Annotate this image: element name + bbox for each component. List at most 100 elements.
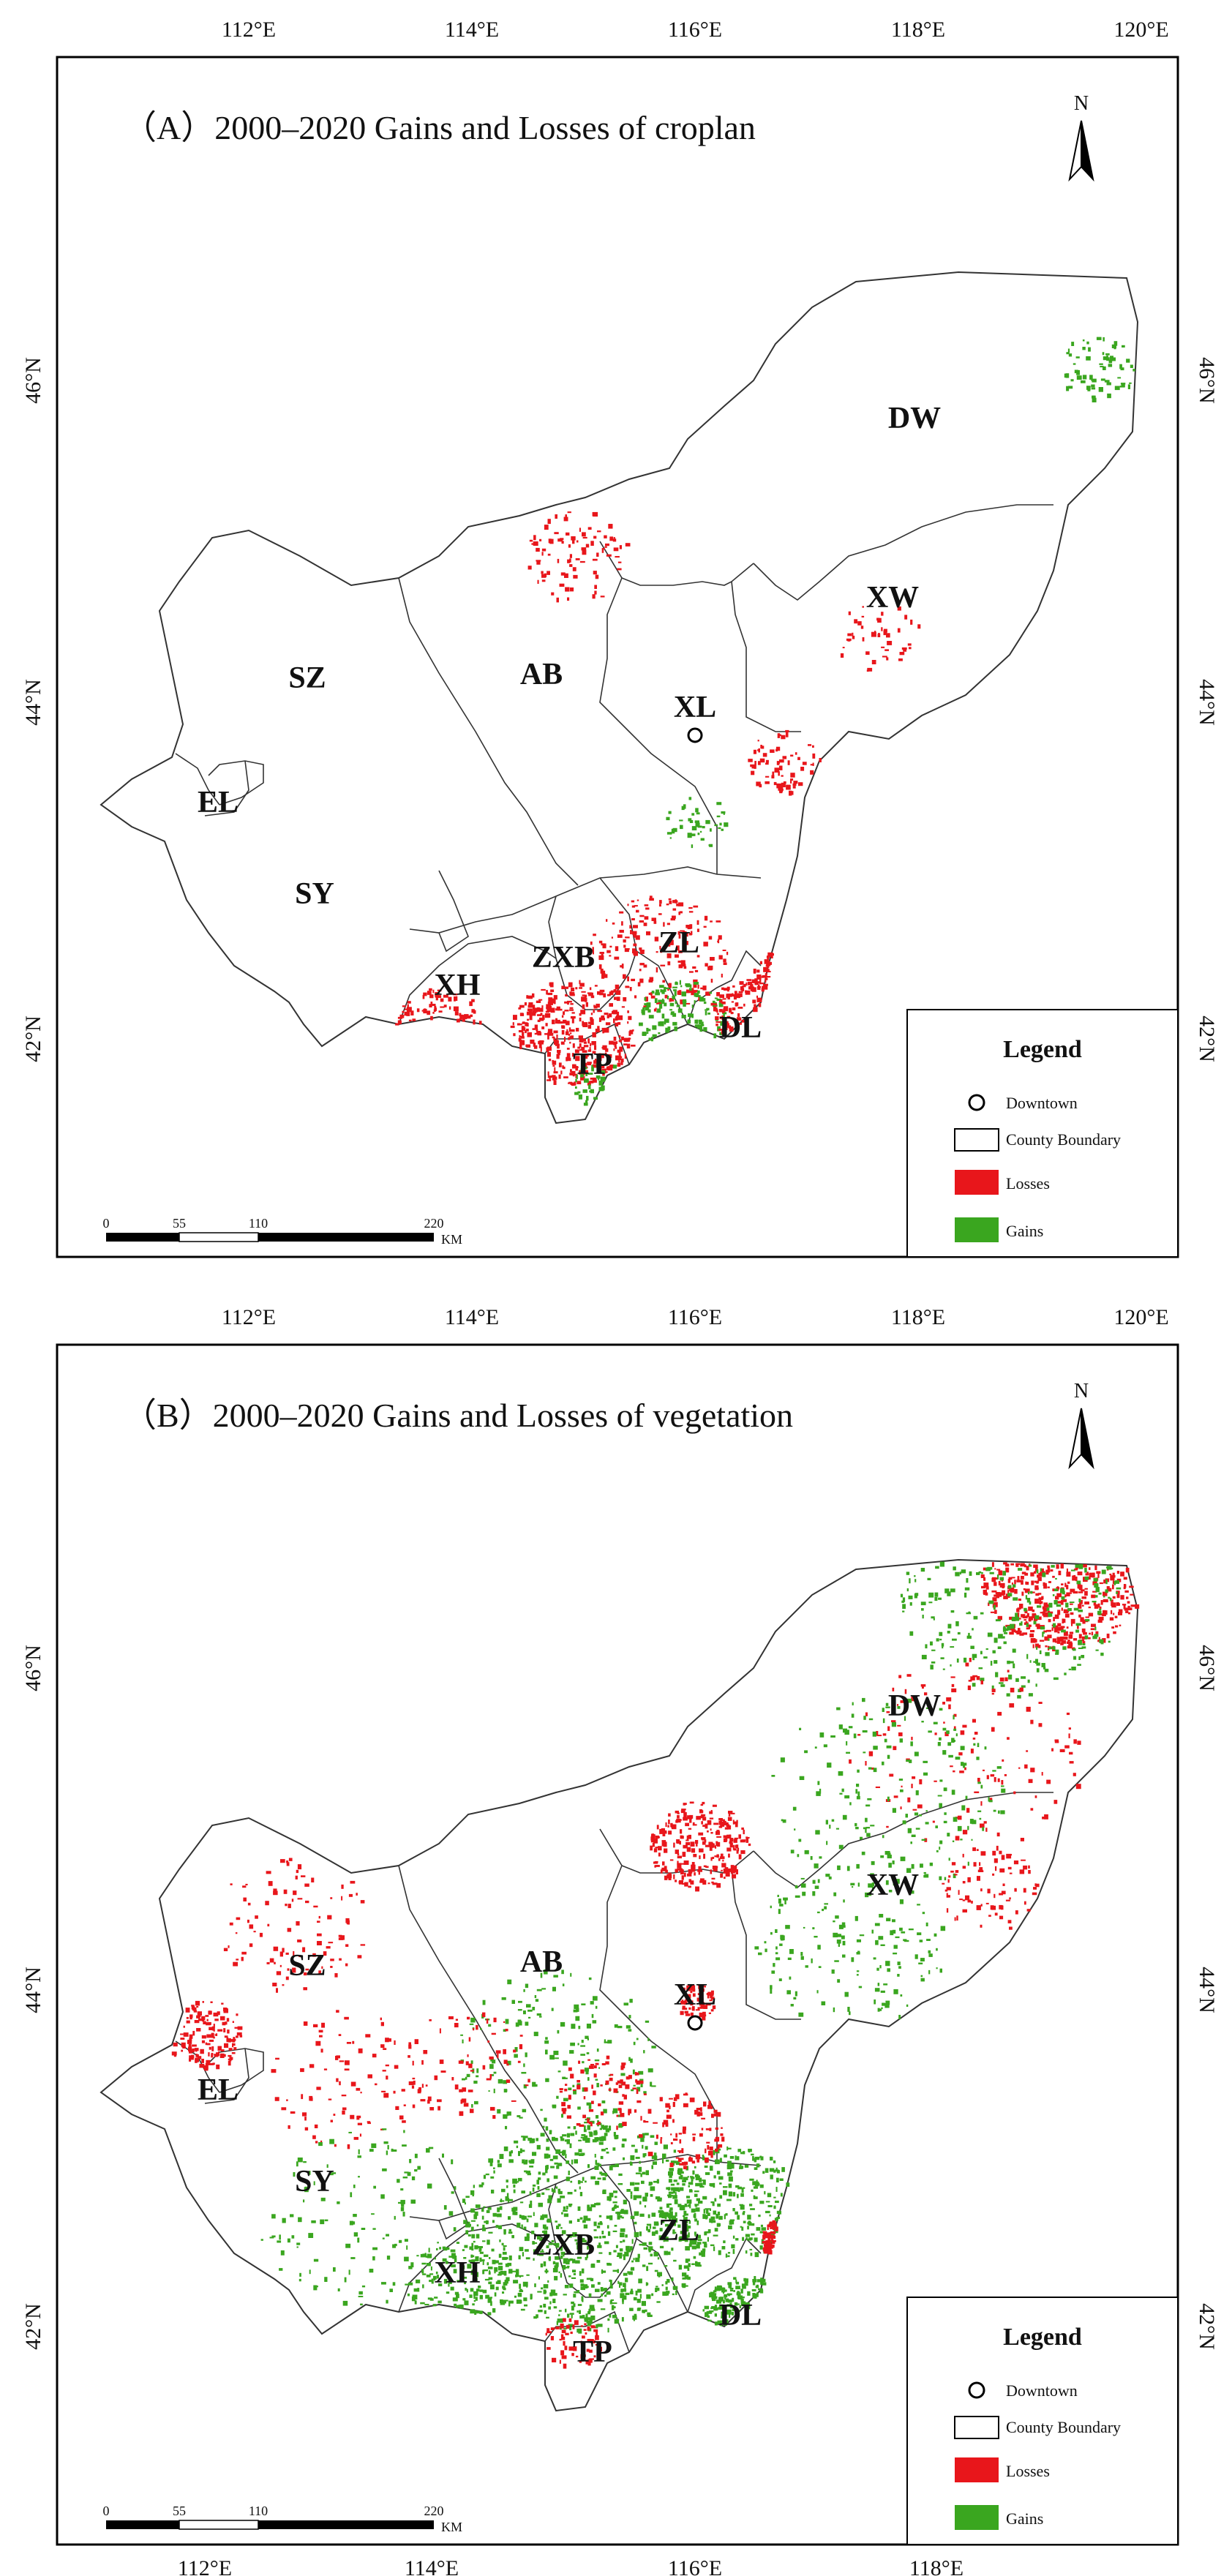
loss-pixel [582, 2354, 586, 2357]
gain-pixel [573, 2009, 578, 2013]
loss-pixel [712, 1804, 717, 1807]
gain-pixel [538, 2276, 540, 2280]
gain-pixel [729, 2156, 735, 2159]
loss-pixel [408, 2081, 414, 2086]
loss-pixel [660, 2138, 662, 2144]
loss-pixel [1079, 1600, 1083, 1604]
gain-pixel [678, 2171, 682, 2175]
gain-pixel [566, 2160, 570, 2164]
loss-pixel [705, 2128, 710, 2130]
loss-pixel [582, 1038, 586, 1042]
gain-pixel [519, 2117, 523, 2119]
gain-pixel [519, 2288, 522, 2292]
gain-pixel [909, 1760, 912, 1763]
gain-pixel [392, 2244, 397, 2248]
loss-pixel [697, 2007, 700, 2010]
gain-pixel [814, 1936, 818, 1938]
loss-pixel [1114, 1615, 1118, 1618]
loss-pixel [570, 1016, 576, 1019]
loss-pixel [232, 2021, 234, 2023]
gain-pixel [560, 2255, 563, 2259]
loss-pixel [619, 911, 624, 914]
loss-pixel [741, 1827, 744, 1830]
gain-pixel [544, 2214, 548, 2218]
loss-pixel [318, 2029, 323, 2033]
gain-pixel [950, 1646, 955, 1648]
loss-pixel [1055, 1625, 1059, 1630]
loss-pixel [607, 1067, 613, 1071]
loss-pixel [302, 1947, 306, 1953]
gain-pixel [775, 1957, 781, 1961]
loss-pixel [276, 1988, 278, 1993]
gain-pixel [713, 2234, 718, 2237]
loss-pixel [610, 990, 614, 993]
gain-pixel [524, 2237, 530, 2242]
loss-pixel [539, 538, 542, 541]
gain-pixel [1127, 384, 1130, 389]
gain-pixel [961, 1762, 964, 1766]
gain-pixel [277, 2240, 282, 2243]
loss-pixel [636, 2089, 639, 2095]
gain-pixel [547, 2234, 549, 2238]
gain-pixel [623, 2209, 628, 2215]
loss-pixel [579, 527, 581, 532]
gain-pixel [637, 2307, 642, 2310]
loss-pixel [1075, 1576, 1078, 1582]
loss-pixel [954, 1874, 958, 1876]
loss-pixel [996, 1569, 1001, 1571]
gain-pixel [988, 1600, 994, 1604]
loss-pixel [1075, 1784, 1081, 1790]
loss-pixel [600, 2084, 603, 2087]
gain-pixel [811, 1958, 813, 1964]
gain-pixel [586, 2317, 591, 2319]
loss-pixel [673, 2138, 678, 2141]
gain-pixel [479, 2251, 484, 2254]
gain-pixel [654, 2141, 658, 2145]
loss-pixel [590, 2339, 594, 2343]
gain-pixel [844, 1991, 849, 1997]
gain-pixel [826, 1841, 828, 1845]
gain-pixel [620, 2293, 625, 2299]
gain-pixel [730, 2170, 733, 2173]
loss-pixel [765, 762, 769, 765]
gain-pixel [491, 2189, 495, 2194]
loss-pixel [567, 1057, 571, 1062]
loss-pixel [590, 541, 594, 546]
loss-pixel [1099, 1582, 1103, 1585]
gain-pixel [536, 2013, 541, 2016]
loss-pixel [443, 994, 448, 998]
loss-pixel [696, 955, 700, 958]
gain-pixel [848, 1726, 853, 1729]
loss-pixel [545, 1010, 549, 1013]
gain-pixel [568, 2324, 574, 2327]
gain-pixel [628, 2271, 633, 2275]
gain-pixel [647, 2038, 650, 2041]
gain-pixel [745, 2234, 750, 2237]
gain-pixel [1075, 1564, 1080, 1568]
gain-pixel [1075, 1629, 1079, 1633]
gain-pixel [857, 1950, 860, 1953]
loss-pixel [689, 2098, 695, 2103]
loss-pixel [696, 1841, 698, 1847]
gain-pixel [675, 2192, 677, 2196]
loss-pixel [700, 1815, 705, 1819]
loss-pixel [546, 1079, 552, 1081]
gain-pixel [855, 1789, 858, 1794]
region-outline [99, 271, 1139, 1124]
gain-pixel [689, 2239, 693, 2245]
gain-pixel [672, 1021, 677, 1026]
gain-pixel [950, 1588, 955, 1593]
loss-pixel [493, 2017, 497, 2023]
gain-pixel [946, 1730, 950, 1735]
gain-pixel [846, 1866, 850, 1871]
loss-pixel [350, 1880, 356, 1884]
loss-pixel [700, 987, 705, 990]
loss-pixel [612, 922, 615, 925]
gain-pixel [492, 2220, 495, 2223]
loss-pixel [553, 1071, 558, 1074]
loss-pixel [683, 2103, 688, 2108]
loss-pixel [1007, 1920, 1012, 1923]
loss-pixel [722, 1859, 724, 1862]
loss-pixel [1060, 1626, 1064, 1631]
loss-pixel [186, 2020, 190, 2024]
